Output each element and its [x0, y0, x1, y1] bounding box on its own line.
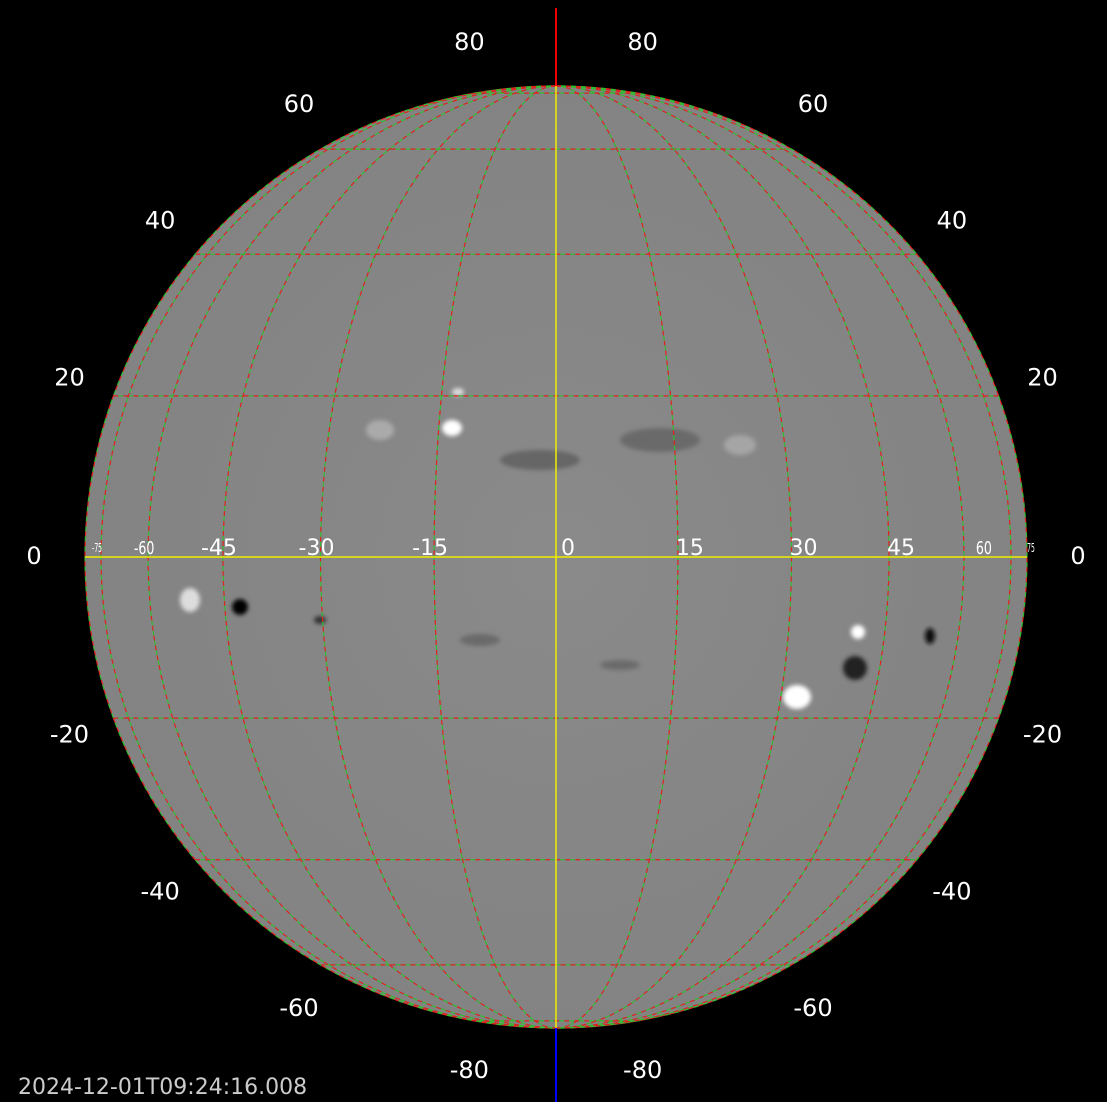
longitude-label: 0	[561, 536, 575, 561]
latitude-label: 0	[1070, 542, 1085, 570]
meridian	[555, 85, 965, 1029]
latitude-label: 20	[1027, 363, 1058, 391]
longitude-label: 75	[1027, 542, 1035, 556]
longitude-label: 30	[790, 536, 818, 561]
longitude-label: -75	[92, 542, 102, 556]
meridian	[319, 85, 557, 1029]
latitude-label: -40	[141, 878, 180, 906]
latitude-label: -80	[450, 1056, 489, 1084]
latitude-label: 40	[937, 206, 968, 234]
limb	[84, 85, 1028, 1029]
longitude-label: -30	[299, 536, 335, 561]
meridian	[555, 85, 793, 1029]
latitude-label: -20	[50, 721, 89, 749]
meridian	[222, 85, 557, 1029]
latitude-label: -80	[623, 1056, 662, 1084]
meridian	[147, 85, 557, 1029]
latitude-label: 80	[454, 28, 485, 56]
latitude-label: 60	[284, 90, 315, 118]
magnetic-features	[180, 388, 935, 709]
longitude-label: 45	[887, 536, 915, 561]
latitude-label: 80	[627, 28, 658, 56]
latitude-label: 60	[798, 90, 829, 118]
longitude-label: 15	[676, 536, 704, 561]
longitude-label: -15	[412, 536, 448, 561]
latitude-label: -20	[1023, 721, 1062, 749]
longitude-label: -45	[201, 536, 237, 561]
meridian	[555, 85, 890, 1029]
latitude-label: 20	[54, 363, 85, 391]
timestamp: 2024-12-01T09:24:16.008	[18, 1075, 307, 1100]
longitude-label: -60	[134, 538, 155, 559]
longitude-label: 60	[976, 538, 992, 559]
latitude-label: 0	[26, 542, 41, 570]
latitude-label: 40	[145, 206, 176, 234]
latitude-label: -60	[793, 994, 832, 1022]
latitude-label: -40	[932, 878, 971, 906]
latitude-label: -60	[279, 994, 318, 1022]
